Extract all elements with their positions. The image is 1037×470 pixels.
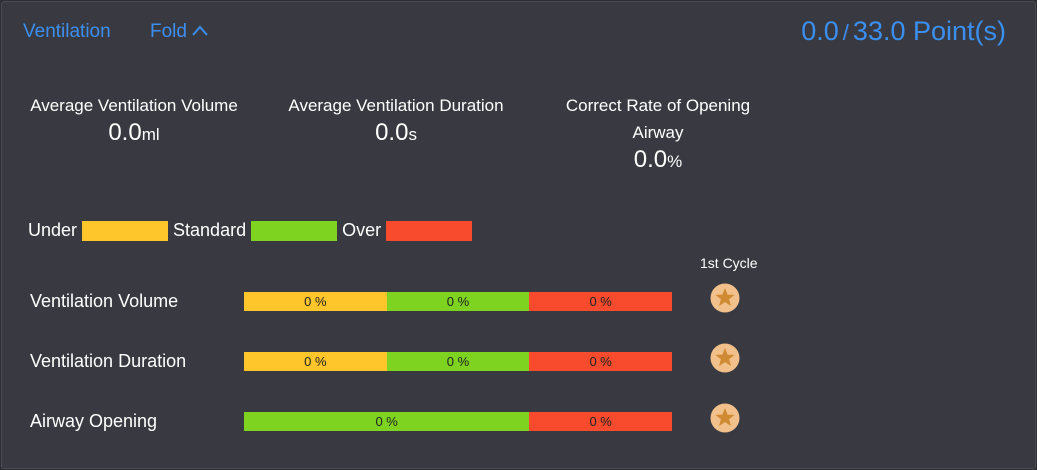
row-label: Airway Opening <box>30 411 158 431</box>
stat-value-line: 0.0% <box>550 146 766 176</box>
bar-segment: 0 % <box>529 292 673 311</box>
fold-label: Fold <box>150 21 187 42</box>
bar-segment: 0 % <box>386 292 530 311</box>
row-label: Ventilation Volume <box>30 291 179 311</box>
stat-label: Average Ventilation Duration <box>288 96 504 115</box>
bar-segment: 0 % <box>529 412 672 431</box>
stat-value-line: 0.0s <box>288 119 504 149</box>
stat-value: 0.0 <box>108 119 142 146</box>
stat-unit: s <box>408 125 417 144</box>
star-icon <box>710 403 740 433</box>
stat-label: Average Ventilation Volume <box>30 96 238 115</box>
bar-segment: 0 % <box>244 412 530 431</box>
stat-unit: % <box>667 152 683 171</box>
chevron-icon <box>192 25 208 36</box>
bar-segment: 0 % <box>244 292 387 311</box>
section-title: Ventilation <box>23 21 111 42</box>
star-icon <box>710 343 740 373</box>
score: 0.0/33.0 Point(s) <box>801 16 1006 47</box>
progress-bar: 0 % 0 % <box>244 412 672 431</box>
stat-value-line: 0.0ml <box>26 119 242 149</box>
legend-label: Standard <box>173 220 247 240</box>
legend-swatch <box>82 221 169 242</box>
progress-bar: 0 % 0 % 0 % <box>244 352 673 371</box>
stat-label: Correct Rate of Opening Airway <box>565 96 751 142</box>
row-label: Ventilation Duration <box>30 351 187 371</box>
progress-bar: 0 % 0 % 0 % <box>244 292 673 311</box>
cycle-header: 1st Cycle <box>700 255 758 271</box>
stat-value: 0.0 <box>633 146 668 173</box>
bar-segment: 0 % <box>529 352 673 371</box>
score-total: 33.0 Point(s) <box>852 16 1006 46</box>
stat-unit: ml <box>141 125 160 144</box>
score-separator: / <box>842 20 849 45</box>
legend-swatch <box>386 221 473 242</box>
stat-value: 0.0 <box>375 119 409 146</box>
legend-label: Over <box>342 220 382 240</box>
legend-label: Under <box>28 220 78 240</box>
bar-segment: 0 % <box>386 352 530 371</box>
legend-swatch <box>251 221 338 242</box>
stat: Average Ventilation Volume 0.0ml <box>26 92 242 149</box>
bar-segment: 0 % <box>244 352 387 371</box>
legend: Under Standard Over <box>28 220 477 242</box>
star-icon <box>710 283 740 313</box>
stat: Correct Rate of Opening Airway 0.0% <box>550 92 766 176</box>
score-value: 0.0 <box>801 16 839 46</box>
stat: Average Ventilation Duration 0.0s <box>288 92 504 149</box>
fold-toggle[interactable]: Fold <box>150 21 211 43</box>
